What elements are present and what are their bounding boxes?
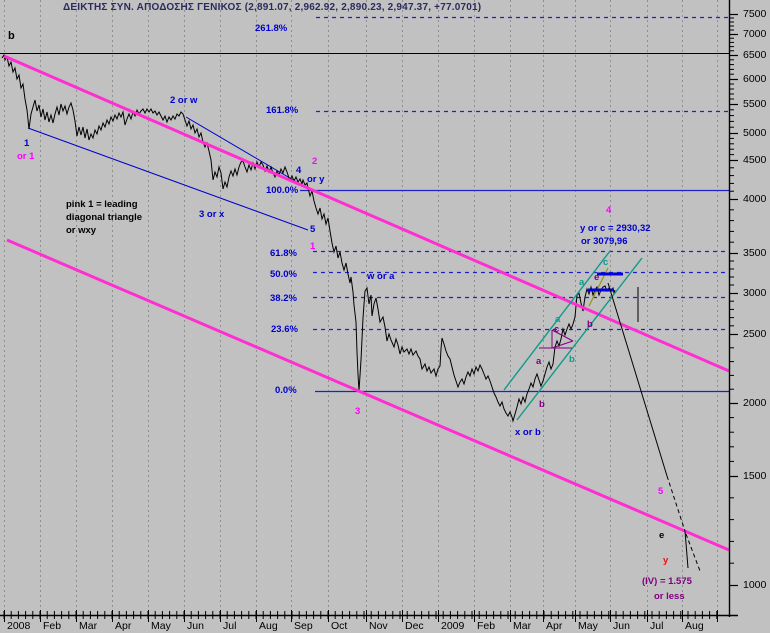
x-axis-label-May: May [578,620,598,632]
chart-title: ΔΕΙΚΤΗΣ ΣΥΝ. ΑΠΟΔΟΣΗΣ ΓΕΝΙΚΟΣ (2,891.07,… [63,2,482,13]
y-axis-label-7500: 7500 [743,8,767,20]
annotation-38-2-: 38.2% [270,293,297,304]
annotation-161-8-: 161.8% [266,105,299,116]
x-axis-label-Apr: Apr [546,620,563,632]
annotation-261-8-: 261.8% [255,23,288,34]
annotation-a: a [579,277,585,288]
pink-channel-upper [3,54,730,373]
gridlines [4,0,718,615]
x-axis-label-Nov: Nov [369,620,388,632]
annotation-4: 4 [606,205,612,216]
annotation-5: 5 [658,486,664,497]
annotation-0-0-: 0.0% [275,385,297,396]
annotation-3: 3 [355,406,361,417]
y-axis-label-1000: 1000 [743,579,767,591]
annotation-b: b [8,30,15,42]
teal-channel-right [516,257,643,421]
y-axis-label-1500: 1500 [743,470,767,482]
pink-channel-lower [6,238,730,552]
x-axis-label-Jul: Jul [223,620,237,632]
y-axis-label-6000: 6000 [743,73,767,85]
annotation-c: c [603,257,609,268]
y-axis-label-6500: 6500 [743,49,767,61]
x-axis-label-May: May [151,620,171,632]
annotation-61-8-: 61.8% [270,248,297,259]
y-axis-label-3000: 3000 [743,287,767,299]
x-axis-label-Feb: Feb [477,620,496,632]
y-axis-label-7000: 7000 [743,28,767,40]
annotation-b: b [539,399,545,410]
annotation-23-6-: 23.6% [271,324,298,335]
purple-pennant [539,329,574,349]
annotation-y-or-c-2930-32: y or c = 2930,32 [580,223,651,234]
y-axis-label-5000: 5000 [743,127,767,139]
x-axis-label-Aug: Aug [259,620,278,632]
x-axis-label-Jun: Jun [187,620,204,632]
x-axis-label-Dec: Dec [405,620,424,632]
annotation--iv-1-575: (IV) = 1.575 [642,576,692,587]
y-axis-label-3500: 3500 [743,247,767,259]
annotation-a: a [555,314,561,325]
annotation-b: b [569,354,575,365]
x-axis-label-Mar: Mar [513,620,532,632]
annotation-or-less: or less [654,591,685,602]
blue-diagonal-trendlines [27,116,309,231]
annotation-or-wxy: or wxy [66,225,97,236]
annotation-e: e [594,272,600,283]
annotation-5: 5 [310,224,316,235]
annotation-50-0-: 50.0% [270,269,297,280]
x-axis-label-Oct: Oct [331,620,348,632]
annotation-or-3079-96: or 3079,96 [581,236,628,247]
annotation-b: b [587,319,593,330]
x-axis-label-Mar: Mar [79,620,98,632]
annotation-or-y: or y [307,174,325,185]
annotation-2-or-w: 2 or w [170,95,198,106]
x-axis-label-Feb: Feb [43,620,62,632]
annotation-4: 4 [296,165,302,176]
blue-diagonal-lower [27,127,309,231]
annotation-1: 1 [310,241,316,252]
y-axis-label-5500: 5500 [743,98,767,110]
annotation-c: c [554,324,560,335]
annotation-or-1: or 1 [17,151,35,162]
fibonacci-lines [300,16,729,393]
x-axis-label-Jul: Jul [650,620,664,632]
x-axis-label-Sep: Sep [294,620,313,632]
x-axis-label-Apr: Apr [115,620,132,632]
annotation-x-or-b: x or b [515,427,541,438]
annotation-e: e [659,530,665,541]
annotation-pink-1-leading: pink 1 = leading [66,199,138,210]
pennant-pattern [539,329,574,349]
projection-dashed [666,475,686,532]
x-axis-label-2008: 2008 [7,620,31,632]
annotation-w-or-a: w or a [367,271,395,282]
projection-fork-solid [684,530,689,569]
axes [0,0,738,622]
teal-channel-left [503,250,611,391]
projection-solid [607,282,668,477]
annotation-diagonal-triangle: diagonal triangle [66,212,143,223]
y-axis-label-2500: 2500 [743,328,767,340]
annotation-y: y [663,555,669,566]
annotation-100-0-: 100.0% [266,185,299,196]
annotation-3-or-x: 3 or x [199,209,225,220]
y-axis-label-4000: 4000 [743,193,767,205]
y-axis-label-2000: 2000 [743,397,767,409]
trendlines [3,54,730,572]
x-axis-label-2009: 2009 [441,620,465,632]
x-axis-label-Jun: Jun [613,620,630,632]
annotation-1: 1 [24,138,30,149]
x-axis-label-Aug: Aug [685,620,704,632]
blue-diagonal-upper [185,116,301,185]
y-axis-label-4500: 4500 [743,154,767,166]
annotation-a: a [536,356,542,367]
annotation-2: 2 [312,156,318,167]
